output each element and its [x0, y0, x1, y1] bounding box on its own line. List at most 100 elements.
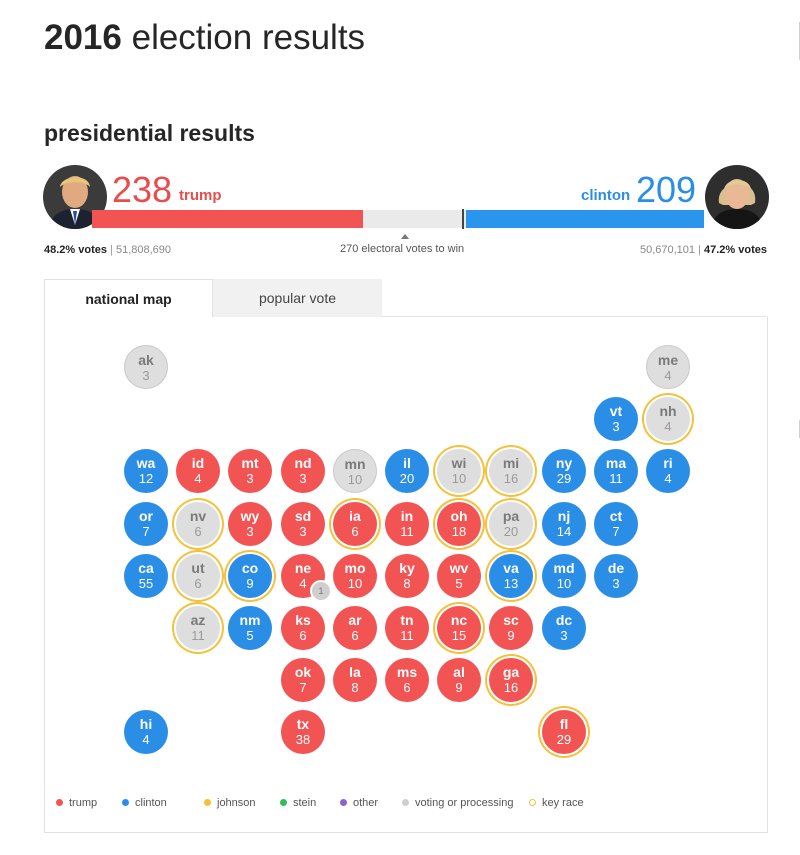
- state-tile-ct[interactable]: ct 7: [594, 502, 638, 546]
- state-tile-wi[interactable]: wi 10: [437, 449, 481, 493]
- state-electoral-votes: 38: [295, 732, 311, 747]
- state-tile-la[interactable]: la 8: [333, 658, 377, 702]
- state-abbr: pa: [502, 508, 520, 524]
- state-abbr: ok: [294, 664, 312, 680]
- page-title-year: 2016: [44, 18, 122, 57]
- state-tile-pa[interactable]: pa 20: [489, 502, 533, 546]
- state-tile-de[interactable]: de 3: [594, 554, 638, 598]
- state-electoral-votes: 3: [142, 368, 150, 383]
- state-abbr: ia: [349, 508, 361, 524]
- nebraska-split-badge[interactable]: 1: [310, 580, 332, 602]
- state-tile-oh[interactable]: oh 18: [437, 502, 481, 546]
- state-tile-sc[interactable]: sc 9: [489, 606, 533, 650]
- state-tile-co[interactable]: co 9: [228, 554, 272, 598]
- state-tile-wv[interactable]: wv 5: [437, 554, 481, 598]
- legend-label: voting or processing: [415, 797, 514, 809]
- state-electoral-votes: 6: [194, 576, 202, 591]
- state-electoral-votes: 4: [299, 576, 307, 591]
- state-tile-nd[interactable]: nd 3: [281, 449, 325, 493]
- state-tile-nc[interactable]: nc 15: [437, 606, 481, 650]
- state-abbr: me: [657, 352, 679, 368]
- state-electoral-votes: 29: [556, 732, 572, 747]
- state-tile-ky[interactable]: ky 8: [385, 554, 429, 598]
- state-tile-nm[interactable]: nm 5: [228, 606, 272, 650]
- state-abbr: fl: [559, 716, 569, 732]
- state-tile-nh[interactable]: nh 4: [646, 397, 690, 441]
- state-tile-va[interactable]: va 13: [489, 554, 533, 598]
- state-tile-wa[interactable]: wa 12: [124, 449, 168, 493]
- state-tile-mo[interactable]: mo 10: [333, 554, 377, 598]
- clinton-bar-fill: [466, 210, 704, 228]
- state-abbr: id: [191, 455, 205, 471]
- state-tile-me[interactable]: me 4: [646, 345, 690, 389]
- state-abbr: mn: [344, 456, 366, 472]
- state-abbr: de: [607, 560, 625, 576]
- state-electoral-votes: 7: [142, 524, 150, 539]
- state-tile-tx[interactable]: tx 38: [281, 710, 325, 754]
- state-tile-ga[interactable]: ga 16: [489, 658, 533, 702]
- state-tile-ar[interactable]: ar 6: [333, 606, 377, 650]
- state-tile-hi[interactable]: hi 4: [124, 710, 168, 754]
- to-win-label: 270 electoral votes to win: [340, 243, 465, 255]
- state-abbr: tx: [296, 716, 310, 732]
- state-abbr: al: [453, 664, 465, 680]
- state-tile-nv[interactable]: nv 6: [176, 502, 220, 546]
- state-tile-md[interactable]: md 10: [542, 554, 586, 598]
- state-tile-ia[interactable]: ia 6: [333, 502, 377, 546]
- state-electoral-votes: 5: [455, 576, 463, 591]
- trump-avatar: [43, 165, 107, 229]
- state-abbr: nd: [294, 455, 312, 471]
- state-tile-ak[interactable]: ak 3: [124, 345, 168, 389]
- state-tile-id[interactable]: id 4: [176, 449, 220, 493]
- state-electoral-votes: 11: [400, 628, 414, 643]
- state-abbr: ar: [348, 612, 362, 628]
- state-tile-fl[interactable]: fl 29: [542, 710, 586, 754]
- state-electoral-votes: 3: [612, 419, 620, 434]
- trump-name: trump: [179, 187, 222, 204]
- state-tile-in[interactable]: in 11: [385, 502, 429, 546]
- state-tile-dc[interactable]: dc 3: [542, 606, 586, 650]
- state-tile-al[interactable]: al 9: [437, 658, 481, 702]
- state-tile-ri[interactable]: ri 4: [646, 449, 690, 493]
- state-electoral-votes: 5: [246, 628, 254, 643]
- state-tile-or[interactable]: or 7: [124, 502, 168, 546]
- state-tile-az[interactable]: az 11: [176, 606, 220, 650]
- state-tile-ny[interactable]: ny 29: [542, 449, 586, 493]
- legend-label: key race: [542, 797, 584, 809]
- state-tile-wy[interactable]: wy 3: [228, 502, 272, 546]
- clinton-votes: 50,670,101: [639, 244, 696, 256]
- state-tile-ca[interactable]: ca 55: [124, 554, 168, 598]
- state-tile-ma[interactable]: ma 11: [594, 449, 638, 493]
- state-electoral-votes: 11: [609, 471, 623, 486]
- state-electoral-votes: 20: [399, 471, 415, 486]
- state-electoral-votes: 16: [503, 471, 519, 486]
- state-tile-nj[interactable]: nj 14: [542, 502, 586, 546]
- state-electoral-votes: 13: [503, 576, 519, 591]
- state-abbr: ca: [138, 560, 154, 576]
- legend-label: clinton: [135, 797, 167, 809]
- state-abbr: co: [241, 560, 259, 576]
- state-tile-ut[interactable]: ut 6: [176, 554, 220, 598]
- state-tile-il[interactable]: il 20: [385, 449, 429, 493]
- state-abbr: mt: [241, 455, 259, 471]
- trump-electoral-votes: 238: [112, 169, 173, 210]
- legend-dot-icon: [280, 799, 287, 806]
- state-electoral-votes: 7: [612, 524, 620, 539]
- state-tile-mn[interactable]: mn 10: [333, 449, 377, 493]
- tab-national-map[interactable]: national map: [44, 279, 213, 317]
- state-abbr: ut: [191, 560, 205, 576]
- state-abbr: mi: [502, 455, 520, 471]
- state-tile-tn[interactable]: tn 11: [385, 606, 429, 650]
- state-tile-mt[interactable]: mt 3: [228, 449, 272, 493]
- tab-popular-vote[interactable]: popular vote: [213, 279, 382, 317]
- state-tile-sd[interactable]: sd 3: [281, 502, 325, 546]
- state-tile-mi[interactable]: mi 16: [489, 449, 533, 493]
- state-electoral-votes: 3: [299, 471, 307, 486]
- state-tile-ok[interactable]: ok 7: [281, 658, 325, 702]
- state-abbr: ms: [396, 664, 418, 680]
- legend-item-johnson: johnson: [204, 797, 256, 809]
- state-tile-ks[interactable]: ks 6: [281, 606, 325, 650]
- state-electoral-votes: 10: [347, 472, 363, 487]
- state-tile-vt[interactable]: vt 3: [594, 397, 638, 441]
- state-tile-ms[interactable]: ms 6: [385, 658, 429, 702]
